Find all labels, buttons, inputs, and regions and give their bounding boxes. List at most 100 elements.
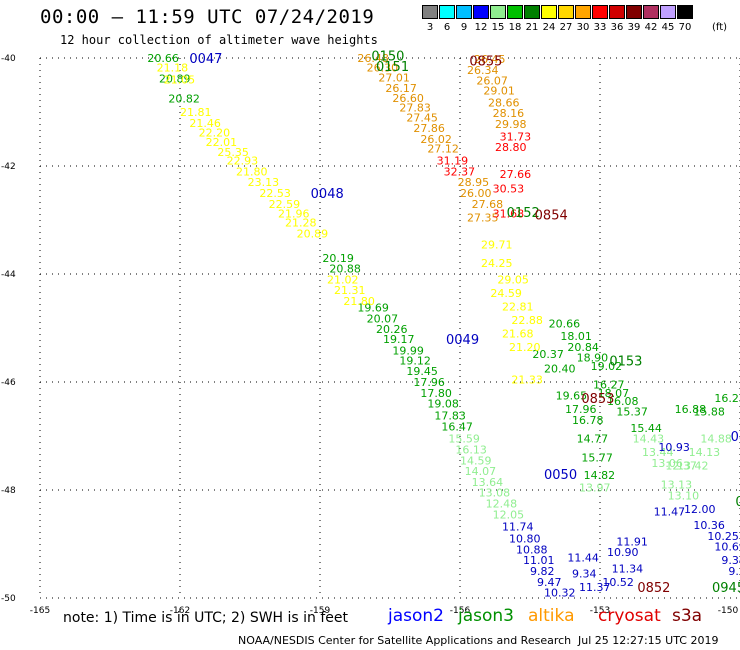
wave-height-value: 28.66 [488, 96, 520, 109]
wave-height-value: 14.77 [577, 433, 609, 446]
wave-height-value: 31.68 [493, 208, 524, 221]
wave-height-value: 26.02 [420, 133, 452, 146]
wave-height-value: 24.59 [490, 287, 522, 300]
y-tick-label: -44 [1, 270, 16, 280]
x-tick-label: -159 [310, 606, 331, 616]
colorscale-label: 21 [525, 22, 539, 33]
pass-time-label: 0050 [544, 468, 577, 483]
wave-height-value: 9.82 [530, 565, 555, 578]
colorscale-swatch [643, 5, 659, 19]
wave-height-value: 11.01 [523, 554, 555, 567]
wave-height-value: 10.80 [509, 533, 541, 546]
pass-time-label: 0048 [311, 187, 344, 202]
wave-height-value: 27.83 [399, 102, 431, 115]
wave-height-value: 26.60 [392, 92, 424, 105]
wave-height-value: 27.45 [406, 111, 438, 124]
pass-time-label: 0152 [507, 206, 540, 221]
colorscale-label: 6 [443, 22, 451, 33]
wave-height-value: 29.01 [483, 84, 515, 97]
colorscale-swatch [439, 5, 455, 19]
wave-height-value: 10.32 [544, 587, 576, 600]
pass-time-label: 0854 [535, 209, 568, 224]
wave-height-value: 27.86 [413, 122, 445, 135]
wave-height-value: 22.88 [511, 314, 543, 327]
wave-height-value: 17.83 [434, 409, 466, 422]
wave-height-value: 19.08 [427, 398, 459, 411]
colorscale-swatch [677, 5, 693, 19]
satellite-label-altika: altika [528, 606, 575, 626]
wave-height-value: 20.66 [549, 318, 581, 331]
wave-height-value: 16.13 [455, 444, 487, 457]
wave-height-value: 26.07 [476, 75, 508, 88]
wave-height-value: 21.46 [189, 117, 221, 130]
wave-height-value: 10.93 [658, 441, 690, 454]
wave-height-value: 21.05 [164, 74, 196, 87]
pass-time-label: 0852 [637, 581, 670, 596]
wave-height-value: 13.13 [661, 479, 693, 492]
wave-height-value: 15.77 [581, 452, 613, 465]
wave-height-value: 22.20 [199, 127, 231, 140]
colorscale-label: 33 [593, 22, 607, 33]
colorscale-swatch [456, 5, 472, 19]
colorscale-label: 30 [576, 22, 590, 33]
colorscale-label: 12 [474, 22, 488, 33]
wave-height-value: 9.47 [537, 576, 562, 589]
wave-height-value: 17.96 [413, 376, 445, 389]
colorscale-swatch [541, 5, 557, 19]
wave-height-value: 21.02 [327, 273, 359, 286]
wave-height-value: 10.69 [714, 541, 740, 554]
wave-height-value: 24.25 [481, 257, 513, 270]
wave-height-value: 16.25 [714, 392, 740, 405]
satellite-label-cryosat: cryosat [598, 606, 661, 626]
footer-note: note: 1) Time is in UTC; 2) SWH is in fe… [63, 610, 349, 626]
wave-height-value: 10.25 [707, 530, 739, 543]
wave-height-value: 16.47 [441, 420, 473, 433]
wave-height-value: 11.74 [502, 521, 534, 534]
wave-height-value: 16.27 [593, 379, 625, 392]
colorscale-swatch [524, 5, 540, 19]
wave-height-value: 21.31 [334, 284, 366, 297]
y-tick-label: -48 [1, 486, 16, 496]
wave-height-value: 18.90 [577, 352, 609, 365]
x-tick-label: -156 [450, 606, 471, 616]
pass-time-label: 0049 [446, 333, 479, 348]
grid [39, 57, 740, 599]
pass-time-label: 0945 [712, 581, 740, 596]
wave-height-value: 13.44 [642, 446, 674, 459]
colorscale-swatch [422, 5, 438, 19]
wave-height-value: 12.37 [665, 460, 697, 473]
wave-height-value: 16.08 [607, 395, 639, 408]
wave-height-value: 12.00 [684, 503, 716, 516]
wave-height-value: 19.02 [591, 360, 623, 373]
wave-height-value: 20.89 [297, 228, 329, 241]
satellite-label-jason3: jason3 [458, 606, 514, 626]
plot-area [40, 58, 740, 598]
colorscale-unit: (ft) [712, 22, 728, 33]
wave-height-value: 11.37 [579, 581, 611, 594]
wave-height-value: 28.95 [458, 176, 490, 189]
wave-height-value: 21.20 [509, 341, 541, 354]
wave-height-value: 20.37 [532, 348, 564, 361]
satellite-label-jason2: jason2 [388, 606, 444, 626]
wave-height-value: 21.96 [278, 208, 310, 221]
pass-time-label: 0150 [371, 49, 404, 64]
x-tick-label: -150 [718, 606, 739, 616]
wave-height-value: 29.98 [495, 118, 527, 131]
wave-height-value: 18.01 [560, 330, 592, 343]
wave-height-value: 26.17 [385, 82, 417, 95]
colorscale-swatch [592, 5, 608, 19]
wave-height-value: 11.47 [654, 506, 686, 519]
colorscale-swatch [490, 5, 506, 19]
wave-height-value: 16.78 [572, 414, 604, 427]
wave-height-value: 20.26 [376, 323, 408, 336]
wave-height-value: 13.64 [472, 476, 504, 489]
wave-height-value: 13.08 [479, 487, 511, 500]
wave-height-value: 21.68 [502, 327, 534, 340]
pass-time-label: 084 [731, 430, 740, 445]
wave-height-value: 27.35 [467, 211, 499, 224]
wave-height-value: 13.06 [651, 457, 683, 470]
